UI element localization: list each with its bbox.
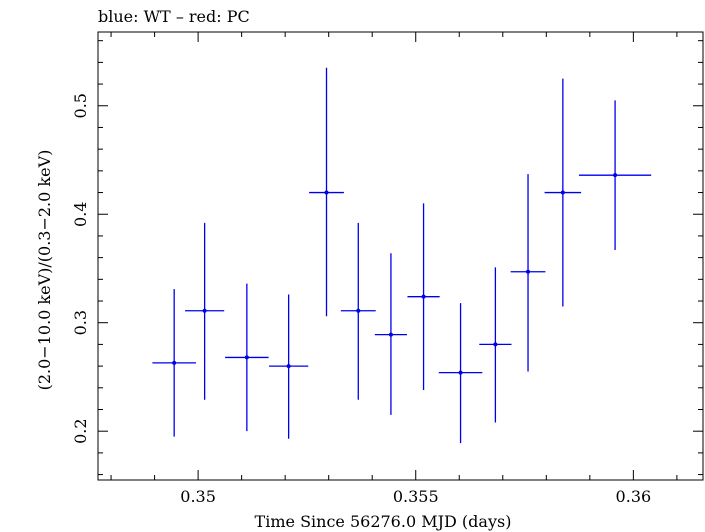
data-marker <box>244 355 249 360</box>
data-point <box>340 222 376 400</box>
chart-title: blue: WT – red: PC <box>98 7 250 26</box>
y-tick-label: 0.5 <box>71 93 90 118</box>
data-marker <box>324 190 329 195</box>
x-axis-label: Time Since 56276.0 MJD (days) <box>255 512 512 531</box>
y-tick-label: 0.3 <box>71 310 90 335</box>
data-marker <box>493 342 498 347</box>
data-point <box>578 100 652 251</box>
x-tick-label: 0.35 <box>180 487 216 506</box>
data-points <box>152 67 652 444</box>
axis-tick-labels: 0.35 0.355 0.36 0.2 0.3 0.4 0.5 <box>71 93 651 506</box>
data-point <box>544 78 582 307</box>
data-marker <box>526 269 531 274</box>
data-point <box>152 289 196 437</box>
x-tick-label: 0.36 <box>616 487 652 506</box>
y-axis-label: (2.0−10.0 keV)/(0.3−2.0 keV) <box>35 150 54 391</box>
y-tick-label: 0.2 <box>71 418 90 443</box>
axis-ticks <box>98 32 703 480</box>
data-marker <box>421 294 426 299</box>
data-point <box>269 294 309 439</box>
data-point <box>438 303 483 444</box>
data-marker <box>356 308 361 313</box>
y-tick-label: 0.4 <box>71 202 90 227</box>
data-marker <box>613 173 618 178</box>
data-marker <box>458 370 463 375</box>
data-marker <box>560 190 565 195</box>
data-point <box>185 222 225 400</box>
data-marker <box>388 332 393 337</box>
data-point <box>510 174 546 372</box>
plot-frame <box>97 31 704 481</box>
data-marker <box>202 308 207 313</box>
data-point <box>374 253 408 415</box>
data-point <box>407 203 440 390</box>
data-marker <box>286 364 291 369</box>
data-marker <box>172 360 177 365</box>
x-tick-label: 0.355 <box>393 487 439 506</box>
data-point <box>225 283 269 432</box>
data-point <box>479 267 512 423</box>
data-point <box>309 67 344 317</box>
